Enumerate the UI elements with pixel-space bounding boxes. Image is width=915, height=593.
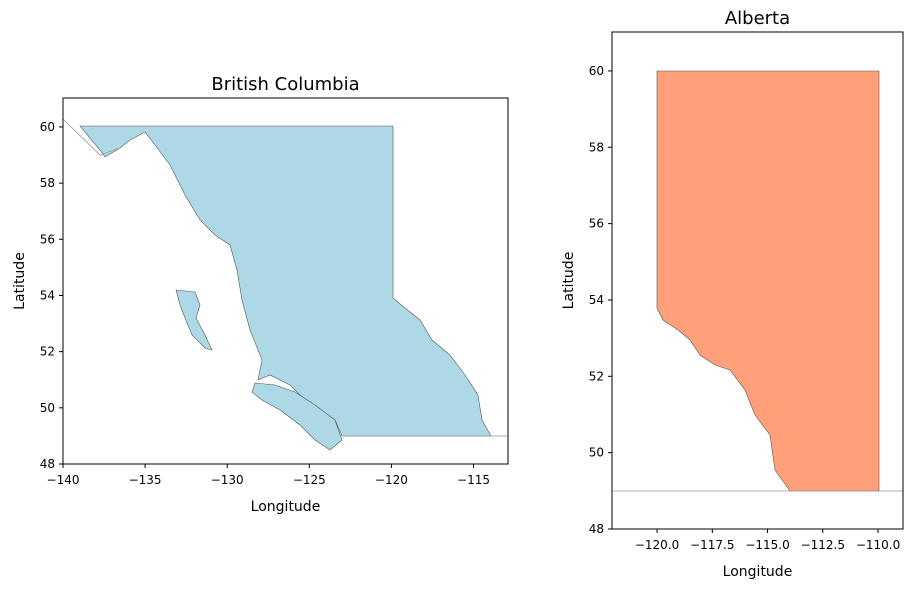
x-tick-label: −120 — [375, 473, 408, 487]
axes-frame — [611, 31, 904, 530]
y-tick-label: 48 — [40, 457, 55, 471]
y-tick-label: 58 — [589, 140, 604, 154]
x-tick-label: −135 — [129, 473, 162, 487]
vancouver-island — [251, 382, 343, 451]
y-tick-label: 54 — [589, 293, 604, 307]
x-tick-label: −115.0 — [745, 538, 789, 552]
axes-frame — [62, 97, 509, 465]
y-tick-label: 60 — [589, 64, 604, 78]
y-tick-label: 48 — [589, 522, 604, 536]
alberta — [656, 70, 880, 492]
bc-map: −140 −135 −130 −125 −120 −115 48 50 52 54 56 58 60 Lo… — [12, 74, 509, 515]
x-tick-label: −125 — [293, 473, 326, 487]
bc-mainland — [79, 125, 492, 437]
x-tick-label: −115 — [457, 473, 490, 487]
border-line — [62, 118, 121, 156]
y-tick-label: 56 — [40, 232, 55, 246]
alberta-map: −120.0 −117.5 −115.0 −112.5 −110.0 48 50 52 54 56… — [561, 8, 904, 580]
x-tick-label: −110.0 — [856, 538, 900, 552]
x-axis-label: Longitude — [723, 564, 793, 580]
y-tick-label: 50 — [40, 401, 55, 415]
y-tick-label: 50 — [589, 446, 604, 460]
y-tick-label: 54 — [40, 288, 55, 302]
y-tick-label: 52 — [589, 369, 604, 383]
y-tick-label: 60 — [40, 120, 55, 134]
y-tick-label: 52 — [40, 345, 55, 359]
chart-title: British Columbia — [211, 74, 359, 95]
x-tick-label: −112.5 — [801, 538, 845, 552]
y-axis-label: Latitude — [12, 252, 28, 310]
x-tick-label: −130 — [211, 473, 244, 487]
y-tick-label: 56 — [589, 217, 604, 231]
chart-title: Alberta — [725, 8, 790, 29]
x-tick-label: −140 — [47, 473, 80, 487]
x-tick-label: −120.0 — [635, 538, 679, 552]
haida-gwaii — [175, 289, 213, 351]
x-tick-label: −117.5 — [690, 538, 734, 552]
x-axis-label: Longitude — [251, 499, 321, 515]
y-tick-label: 58 — [40, 176, 55, 190]
y-axis-label: Latitude — [561, 252, 577, 310]
